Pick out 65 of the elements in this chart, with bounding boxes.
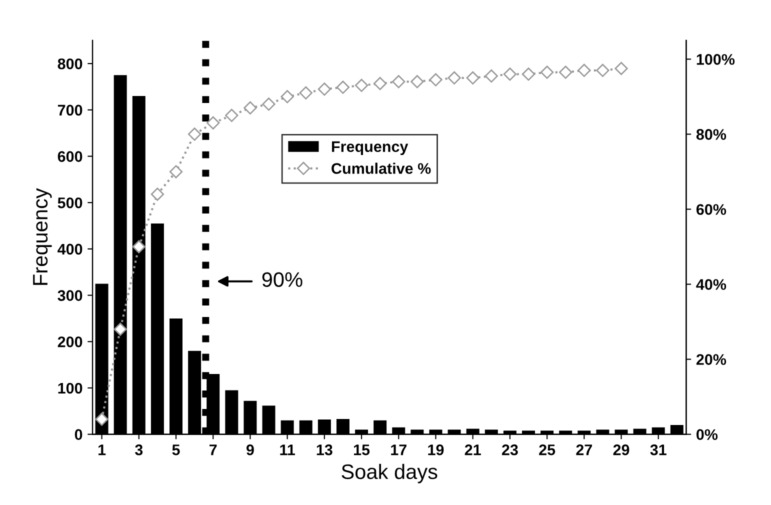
point [114, 322, 127, 336]
point [244, 101, 257, 115]
point [318, 82, 332, 96]
y-tick-label: 500 [58, 197, 82, 208]
y2-tick-label: 80% [696, 129, 726, 140]
point [484, 69, 498, 83]
point [429, 73, 442, 86]
point [169, 165, 183, 178]
y-tick-label: 300 [58, 290, 82, 301]
y-tick-label: 100 [58, 382, 82, 394]
y2-tick-label: 0% [696, 429, 718, 440]
point [95, 412, 108, 426]
legend-label: Cumulative % [332, 162, 431, 174]
x-tick-label: 9 [246, 444, 254, 456]
y-tick-label: 0 [74, 429, 82, 440]
y-tick-label: 400 [58, 244, 82, 255]
point [188, 128, 202, 141]
y-tick-label: 800 [58, 58, 82, 70]
point [336, 80, 350, 94]
x-tick-label: 3 [135, 444, 143, 456]
x-tick-label: 15 [354, 444, 370, 456]
x-tick-label: 1 [98, 444, 106, 456]
point [354, 78, 368, 92]
y-tick-label: 700 [58, 104, 82, 116]
point [373, 76, 387, 90]
point [132, 240, 146, 254]
x-tick-label: 23 [502, 444, 518, 456]
point [206, 116, 220, 130]
point [503, 68, 517, 81]
point [578, 64, 591, 77]
y2-tick-label: 40% [696, 279, 726, 290]
y-axis-title: Frequency [33, 188, 52, 285]
y-tick-label: 200 [58, 336, 82, 348]
point [392, 75, 406, 88]
legend-label: Frequency [332, 141, 408, 156]
point [410, 75, 424, 88]
point [522, 68, 536, 81]
point [540, 66, 554, 79]
x-tick-label: 11 [280, 444, 295, 456]
x-tick-label: 13 [316, 444, 332, 456]
y-tick-label: 600 [58, 151, 82, 162]
x-tick-label: 5 [172, 444, 180, 456]
x-tick-label: 19 [428, 444, 444, 456]
x-tick-label: 29 [613, 444, 630, 456]
point [559, 66, 572, 79]
point [225, 108, 238, 122]
x-tick-label: 25 [539, 444, 556, 456]
x-tick-label: 31 [650, 444, 666, 456]
x-tick-label: 17 [391, 444, 406, 456]
y2-tick-label: 100% [696, 54, 735, 65]
point [596, 64, 610, 77]
point [150, 188, 164, 201]
point [466, 71, 480, 84]
annotation: 90% [262, 272, 302, 287]
y2-tick-label: 20% [696, 354, 726, 365]
point [280, 90, 294, 104]
x-tick-label: 27 [576, 444, 592, 456]
x-tick-label: 7 [210, 444, 217, 456]
point [262, 98, 276, 111]
point [614, 62, 628, 76]
y2-tick-label: 60% [696, 204, 726, 215]
point [448, 71, 461, 84]
point [299, 86, 312, 100]
x-tick-label: 21 [464, 444, 481, 456]
x-axis-title: Soak days [342, 464, 438, 484]
